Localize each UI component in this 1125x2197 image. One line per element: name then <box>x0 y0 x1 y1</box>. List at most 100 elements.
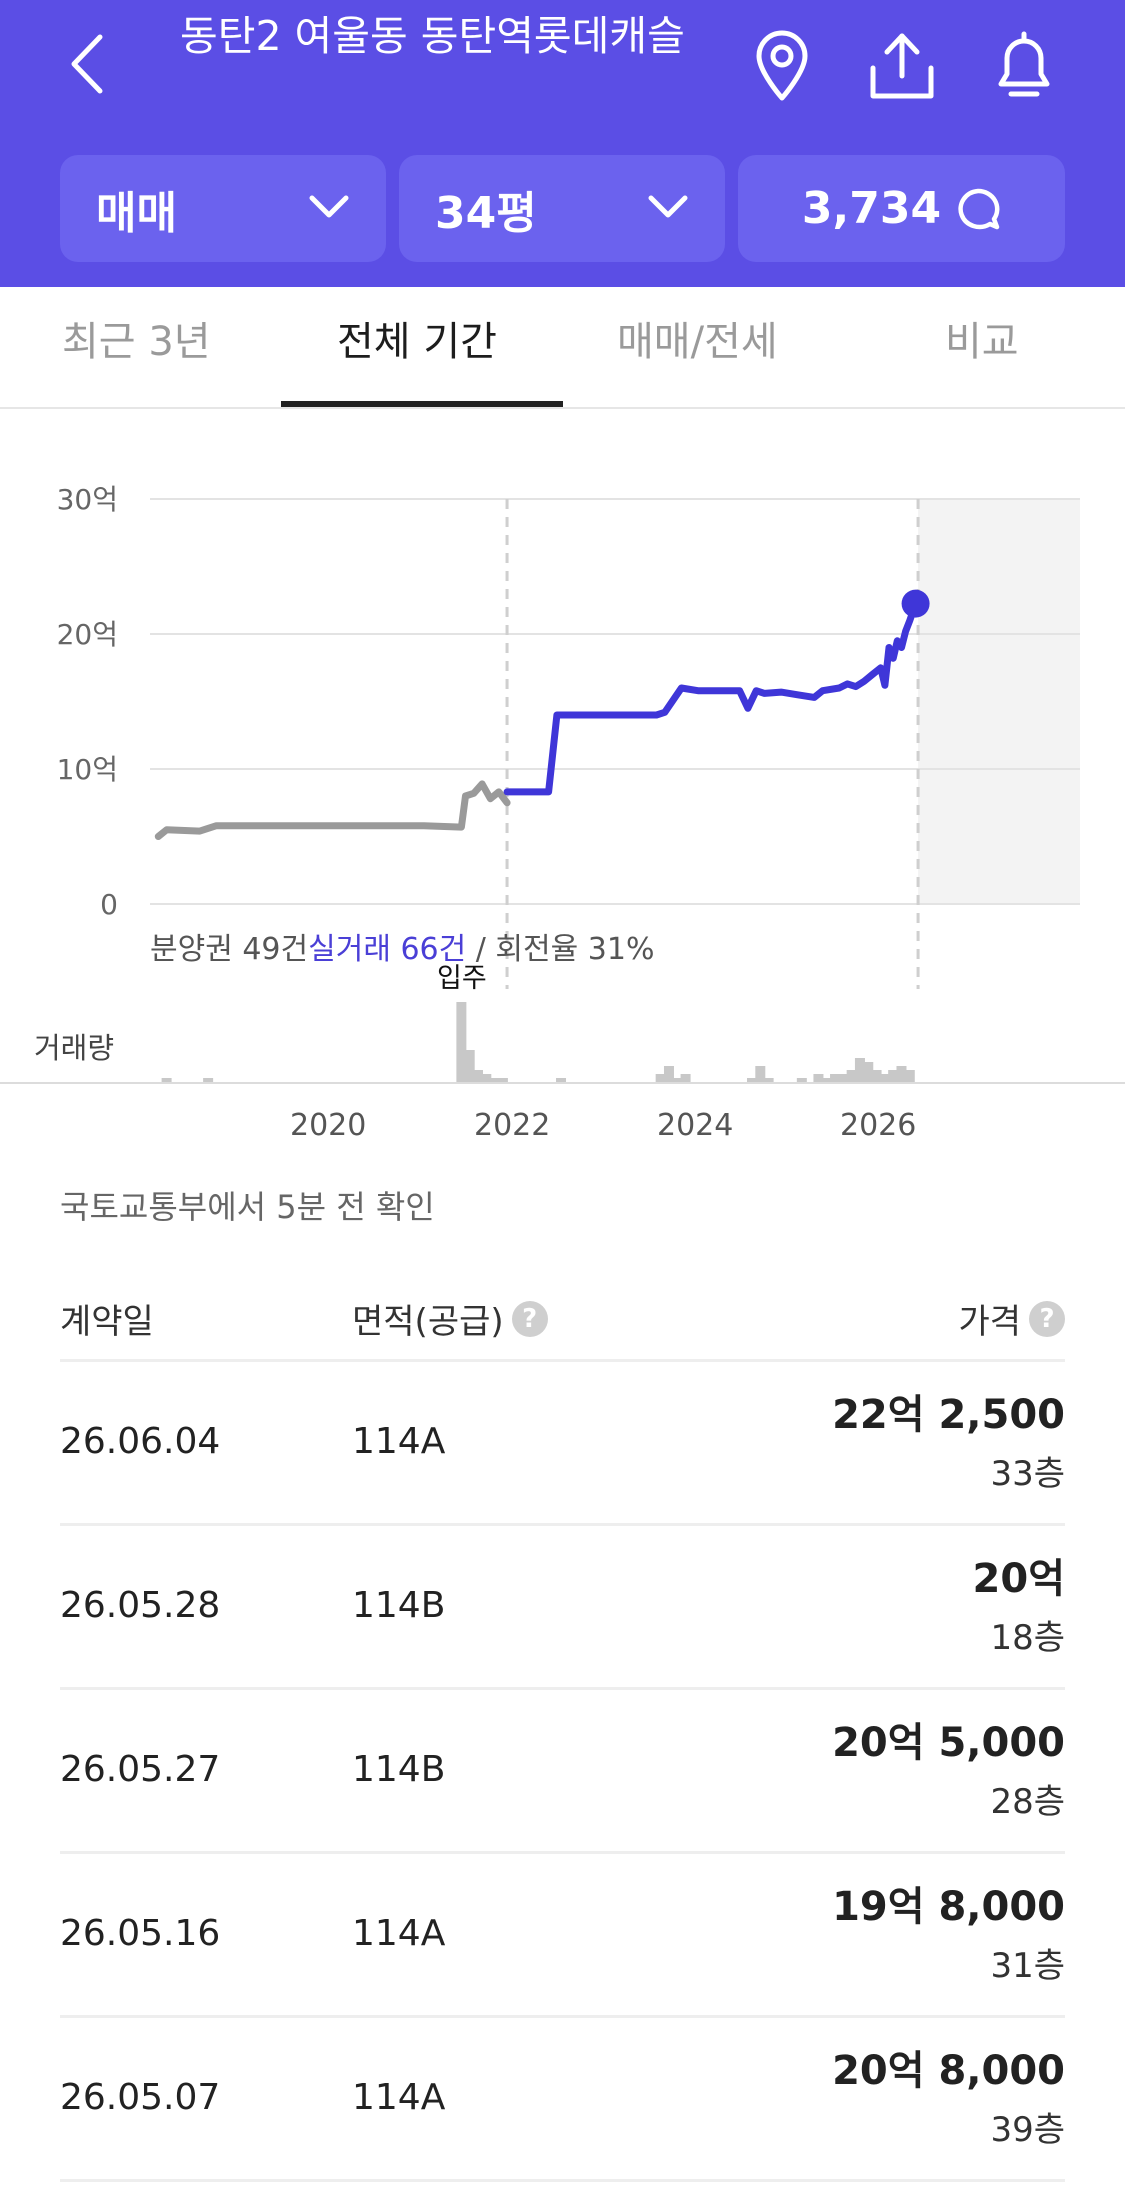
trade-price: 20억 8,000 <box>832 2048 1065 2094</box>
volume-bar <box>481 1074 492 1082</box>
floor: 31층 <box>990 1946 1065 1986</box>
y-tick-label: 20억 <box>57 618 118 651</box>
volume-bar <box>846 1070 857 1082</box>
floor: 39층 <box>990 2110 1065 2150</box>
volume-bar <box>821 1078 832 1082</box>
volume-bar <box>871 1070 882 1082</box>
back-button[interactable] <box>58 28 114 100</box>
volume-bar <box>838 1074 849 1082</box>
volume-bar <box>904 1070 915 1082</box>
trade-type-label: 매매 <box>96 187 177 239</box>
x-tick-label: 2020 <box>290 1108 367 1143</box>
help-icon[interactable]: ? <box>1029 1300 1065 1337</box>
header-date-label: 계약일 <box>60 1302 154 1342</box>
supply-area: 114A <box>352 1421 446 1462</box>
size-label: 34평 <box>435 187 537 239</box>
top-header: 동탄2 여울동 동탄역롯데캐슬 매매 34평 3,734 <box>0 0 1125 287</box>
volume-label: 거래량 <box>34 1031 115 1065</box>
volume-bar <box>161 1078 172 1082</box>
contract-date: 26.05.16 <box>60 1913 221 1954</box>
header-area-label: 면적(공급) <box>352 1302 504 1342</box>
chevron-down-icon <box>648 195 688 218</box>
table-row[interactable]: 26.05.07 114A 20억 8,000 39층 <box>60 2018 1065 2182</box>
volume-bar <box>796 1078 807 1082</box>
supply-area: 114A <box>352 2077 446 2118</box>
presale-count: 분양권 49건 <box>150 932 309 967</box>
volume-bar <box>863 1062 874 1082</box>
price-chart[interactable]: 30억 20억 10억 0 <box>0 409 1125 1089</box>
move-in-label: 입주 <box>437 963 487 994</box>
trade-price: 20억 5,000 <box>832 1720 1065 1766</box>
volume-bar <box>755 1066 766 1082</box>
actual-trade-count: 실거래 66건 <box>308 932 467 967</box>
volume-bar <box>747 1078 758 1082</box>
trade-price: 19억 8,000 <box>832 1884 1065 1930</box>
volume-bar <box>655 1074 666 1082</box>
floor: 28층 <box>990 1782 1065 1822</box>
floor: 33층 <box>990 1454 1065 1494</box>
volume-bar <box>813 1074 824 1082</box>
tab-sale-jeonse[interactable]: 매매/전세 <box>617 319 778 365</box>
back-chevron-icon <box>71 34 103 94</box>
volume-bar <box>854 1058 865 1082</box>
x-tick-label: 2022 <box>474 1108 551 1143</box>
volume-bar <box>556 1078 567 1082</box>
chart-summary: 분양권 49건실거래 66건 / 회전율 31% <box>150 924 654 968</box>
presale-price-line <box>154 780 511 840</box>
header-date: 계약일 <box>60 1294 154 1343</box>
volume-bar <box>830 1074 841 1082</box>
tab-compare[interactable]: 비교 <box>945 319 1019 365</box>
volume-bar <box>203 1078 214 1082</box>
notification-button[interactable] <box>984 26 1064 106</box>
trade-type-dropdown[interactable]: 매매 <box>60 155 386 262</box>
y-tick-label: 0 <box>100 888 118 921</box>
tab-all-period[interactable]: 전체 기간 <box>337 319 497 365</box>
supply-area: 114B <box>352 1749 446 1790</box>
table-row[interactable]: 26.05.27 114B 20억 5,000 28층 <box>60 1690 1065 1854</box>
volume-bar <box>497 1078 508 1082</box>
comments-button[interactable]: 3,734 <box>738 155 1065 262</box>
header-price: 가격 ? <box>958 1294 1065 1343</box>
table-row[interactable]: 26.06.04 114A 22억 2,500 33층 <box>60 1362 1065 1526</box>
contract-date: 26.05.28 <box>60 1585 221 1626</box>
comment-count: 3,734 <box>801 183 942 234</box>
volume-bar <box>680 1074 691 1082</box>
trade-price: 20억 <box>972 1556 1065 1602</box>
chevron-down-icon <box>309 195 349 218</box>
floor: 18층 <box>990 1618 1065 1658</box>
y-tick-label: 30억 <box>57 483 118 516</box>
contract-date: 26.06.04 <box>60 1421 221 1462</box>
supply-area: 114B <box>352 1585 446 1626</box>
forecast-region <box>918 499 1080 904</box>
volume-bar <box>879 1074 890 1082</box>
data-source-note: 국토교통부에서 5분 전 확인 <box>60 1188 435 1226</box>
volume-bar <box>472 1070 483 1082</box>
volume-bar <box>456 1002 467 1082</box>
page-title: 동탄2 여울동 동탄역롯데캐슬 <box>180 12 685 60</box>
trade-price: 22억 2,500 <box>832 1392 1065 1438</box>
bell-icon <box>998 31 1050 97</box>
volume-bar <box>663 1066 674 1082</box>
volume-bar <box>464 1050 475 1082</box>
active-tab-indicator <box>281 401 563 407</box>
volume-bar <box>888 1070 899 1082</box>
tab-recent-3-years[interactable]: 최근 3년 <box>62 319 211 365</box>
y-tick-label: 10억 <box>57 753 118 786</box>
volume-bar <box>489 1078 500 1082</box>
table-row[interactable]: 26.05.16 114A 19억 8,000 31층 <box>60 1854 1065 2018</box>
table-row[interactable]: 26.05.28 114B 20억 18층 <box>60 1526 1065 1690</box>
share-button[interactable] <box>862 26 942 106</box>
volume-bar <box>763 1078 774 1082</box>
size-dropdown[interactable]: 34평 <box>399 155 725 262</box>
help-icon[interactable]: ? <box>511 1300 548 1337</box>
location-pin-icon <box>756 30 808 101</box>
contract-date: 26.05.27 <box>60 1749 221 1790</box>
location-button[interactable] <box>742 26 822 106</box>
period-tabs: 최근 3년 전체 기간 매매/전세 비교 <box>0 287 1125 409</box>
latest-price-point <box>901 589 930 618</box>
table-header: 계약일 면적(공급) ? 가격 ? <box>60 1290 1065 1362</box>
turnover-rate: / 회전율 31% <box>466 932 655 967</box>
x-tick-label: 2026 <box>840 1108 917 1143</box>
supply-area: 114A <box>352 1913 446 1954</box>
header-area: 면적(공급) ? <box>352 1294 548 1343</box>
